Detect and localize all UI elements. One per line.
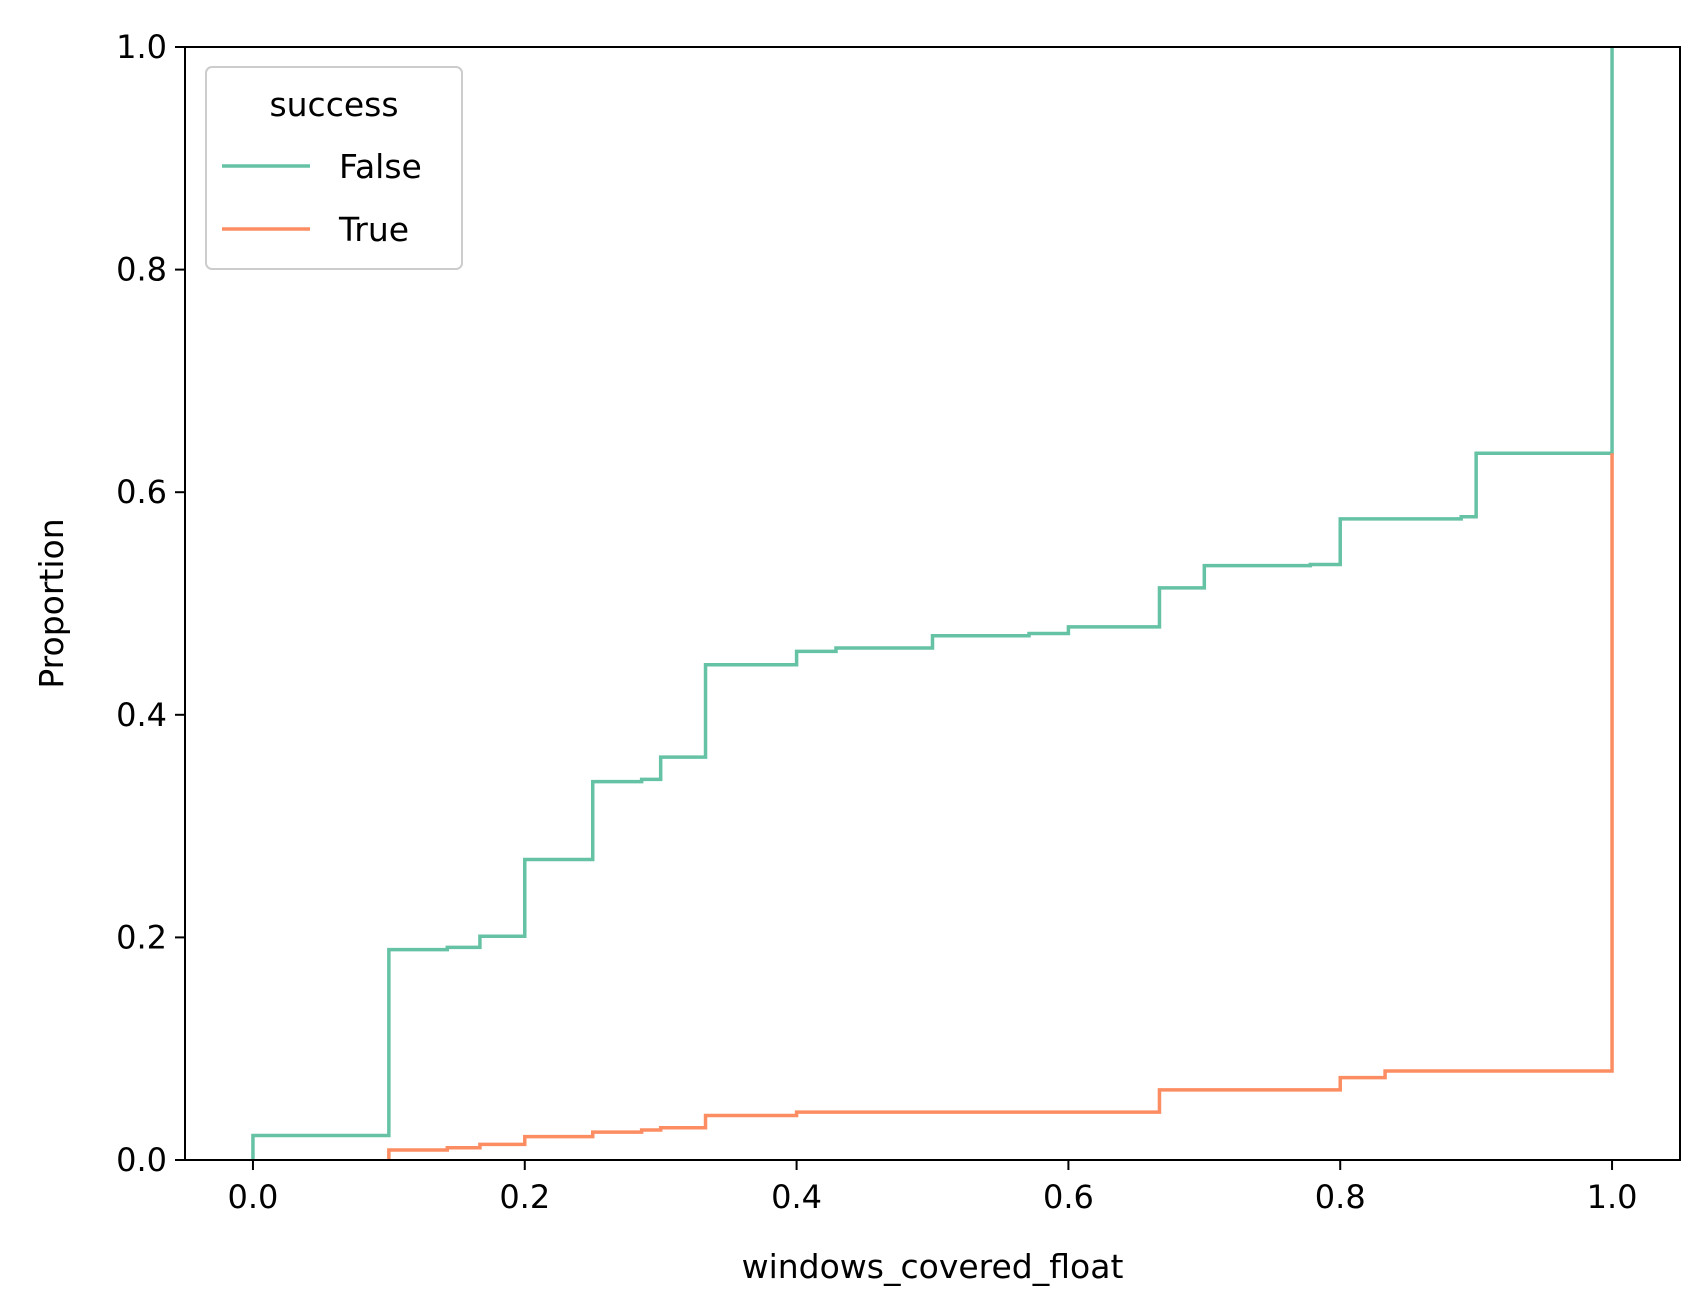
x-axis-ticks: 0.0 0.2 0.4 0.6 0.8 1.0	[228, 1160, 1638, 1216]
x-axis-label: windows_covered_float	[742, 1247, 1124, 1286]
legend-label-false: False	[339, 147, 422, 186]
x-tick-label: 0.6	[1043, 1178, 1094, 1216]
x-tick-label: 0.0	[228, 1178, 279, 1216]
x-tick-label: 1.0	[1587, 1178, 1638, 1216]
y-axis-ticks: 0.0 0.2 0.4 0.6 0.8 1.0	[116, 28, 185, 1179]
y-tick-label: 0.2	[116, 918, 167, 956]
series-line-false	[251, 47, 1614, 1160]
plot-frame	[184, 46, 1681, 1161]
series-layer	[251, 47, 1614, 1160]
x-tick-label: 0.2	[499, 1178, 550, 1216]
y-tick-label: 0.0	[116, 1141, 167, 1179]
y-tick-label: 0.8	[116, 251, 167, 289]
series-line-true	[387, 453, 1614, 1160]
x-tick-label: 0.4	[771, 1178, 822, 1216]
y-tick-label: 0.6	[116, 473, 167, 511]
y-axis-label: Proportion	[32, 518, 71, 688]
legend: success False True	[205, 66, 463, 270]
y-tick-label: 1.0	[116, 28, 167, 66]
legend-box	[205, 66, 463, 270]
legend-title: success	[269, 85, 398, 124]
y-tick-label: 0.4	[116, 696, 167, 734]
legend-label-true: True	[338, 210, 409, 249]
legend-entries: False True	[222, 147, 422, 249]
x-tick-label: 0.8	[1315, 1178, 1366, 1216]
